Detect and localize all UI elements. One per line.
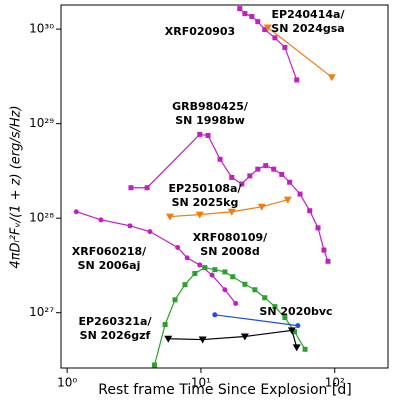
point <box>147 229 153 235</box>
series-label: SN 1998bw <box>175 114 245 127</box>
point <box>240 333 249 341</box>
point <box>127 223 133 229</box>
point <box>73 209 79 215</box>
x-tick-label: 10² <box>325 376 345 390</box>
point <box>271 166 277 172</box>
point <box>272 304 278 310</box>
point <box>212 312 218 318</box>
point <box>239 181 245 187</box>
point <box>325 258 331 264</box>
point <box>209 272 215 278</box>
series-label: XRF080109/ <box>193 231 268 244</box>
y-axis-label: 4πDₗ²Fᵥ/(1 + z) (erg/s/Hz) <box>9 105 24 268</box>
series-line <box>214 314 298 327</box>
point <box>315 225 321 231</box>
y-tick-label: 10²⁹ <box>29 116 54 130</box>
series-label: EP260321a/ <box>79 315 153 328</box>
series-label: XRF060218/ <box>72 245 147 258</box>
point <box>197 262 203 268</box>
point <box>162 322 168 328</box>
point <box>272 35 278 41</box>
point <box>212 267 218 273</box>
point <box>321 247 327 253</box>
series-label: SN 2020bvc <box>259 305 332 318</box>
point <box>247 173 253 179</box>
point <box>287 327 296 335</box>
series-label: SN 2024gsa <box>271 22 344 35</box>
point <box>192 270 198 276</box>
series-line <box>267 27 333 78</box>
point <box>263 24 272 32</box>
point <box>230 274 236 280</box>
point <box>295 323 301 329</box>
point <box>164 335 173 343</box>
series-label: XRF020903 <box>165 25 235 38</box>
point <box>307 208 313 214</box>
y-tick-label: 10²⁸ <box>29 211 54 225</box>
plot-frame <box>60 4 389 369</box>
series-line <box>76 211 237 304</box>
point <box>237 6 243 12</box>
x-tick-label: 10¹ <box>191 376 211 390</box>
point <box>292 344 301 352</box>
point <box>182 282 188 288</box>
point <box>197 131 203 137</box>
series-label: SN 2006aj <box>78 259 141 272</box>
point <box>128 185 134 191</box>
series-label: SN 2008d <box>200 245 259 258</box>
point <box>98 217 104 223</box>
point <box>282 314 288 320</box>
series-label: EP240414a/ <box>272 8 346 21</box>
point <box>294 77 300 83</box>
point <box>229 174 235 180</box>
series-label: EP250108a/ <box>169 182 243 195</box>
point <box>222 287 228 293</box>
series-label: SN 2026gzf <box>80 329 151 342</box>
point <box>287 179 293 185</box>
point <box>263 163 269 169</box>
series-label: GRB980425/ <box>172 100 249 113</box>
point <box>242 281 248 287</box>
point <box>327 74 336 82</box>
series-label: SN 2025kg <box>172 196 239 209</box>
point <box>255 19 261 25</box>
point <box>283 196 292 204</box>
point <box>262 295 268 301</box>
series-line <box>153 266 306 366</box>
point <box>222 269 228 275</box>
point <box>252 287 258 293</box>
point <box>255 166 261 172</box>
point <box>297 191 303 197</box>
point <box>198 336 207 344</box>
point <box>152 362 158 368</box>
point <box>233 301 239 307</box>
x-axis-label: Rest frame Time Since Explosion [d] <box>98 382 351 398</box>
y-tick-label: 10²⁷ <box>29 305 54 319</box>
point <box>291 329 297 335</box>
point <box>262 27 268 33</box>
point <box>257 203 266 211</box>
point <box>302 346 308 352</box>
point <box>249 14 255 20</box>
point <box>202 265 208 271</box>
point <box>205 132 211 138</box>
point <box>172 297 178 303</box>
point <box>165 213 174 221</box>
series-line <box>168 329 298 348</box>
point <box>217 156 223 162</box>
point <box>282 44 288 50</box>
point <box>144 185 150 191</box>
point <box>279 171 285 177</box>
y-tick-label: 10³⁰ <box>29 22 54 36</box>
point <box>184 255 190 261</box>
x-tick-label: 10⁰ <box>57 376 77 390</box>
point <box>227 208 236 216</box>
point <box>175 244 181 250</box>
point <box>242 11 248 17</box>
point <box>195 211 204 219</box>
